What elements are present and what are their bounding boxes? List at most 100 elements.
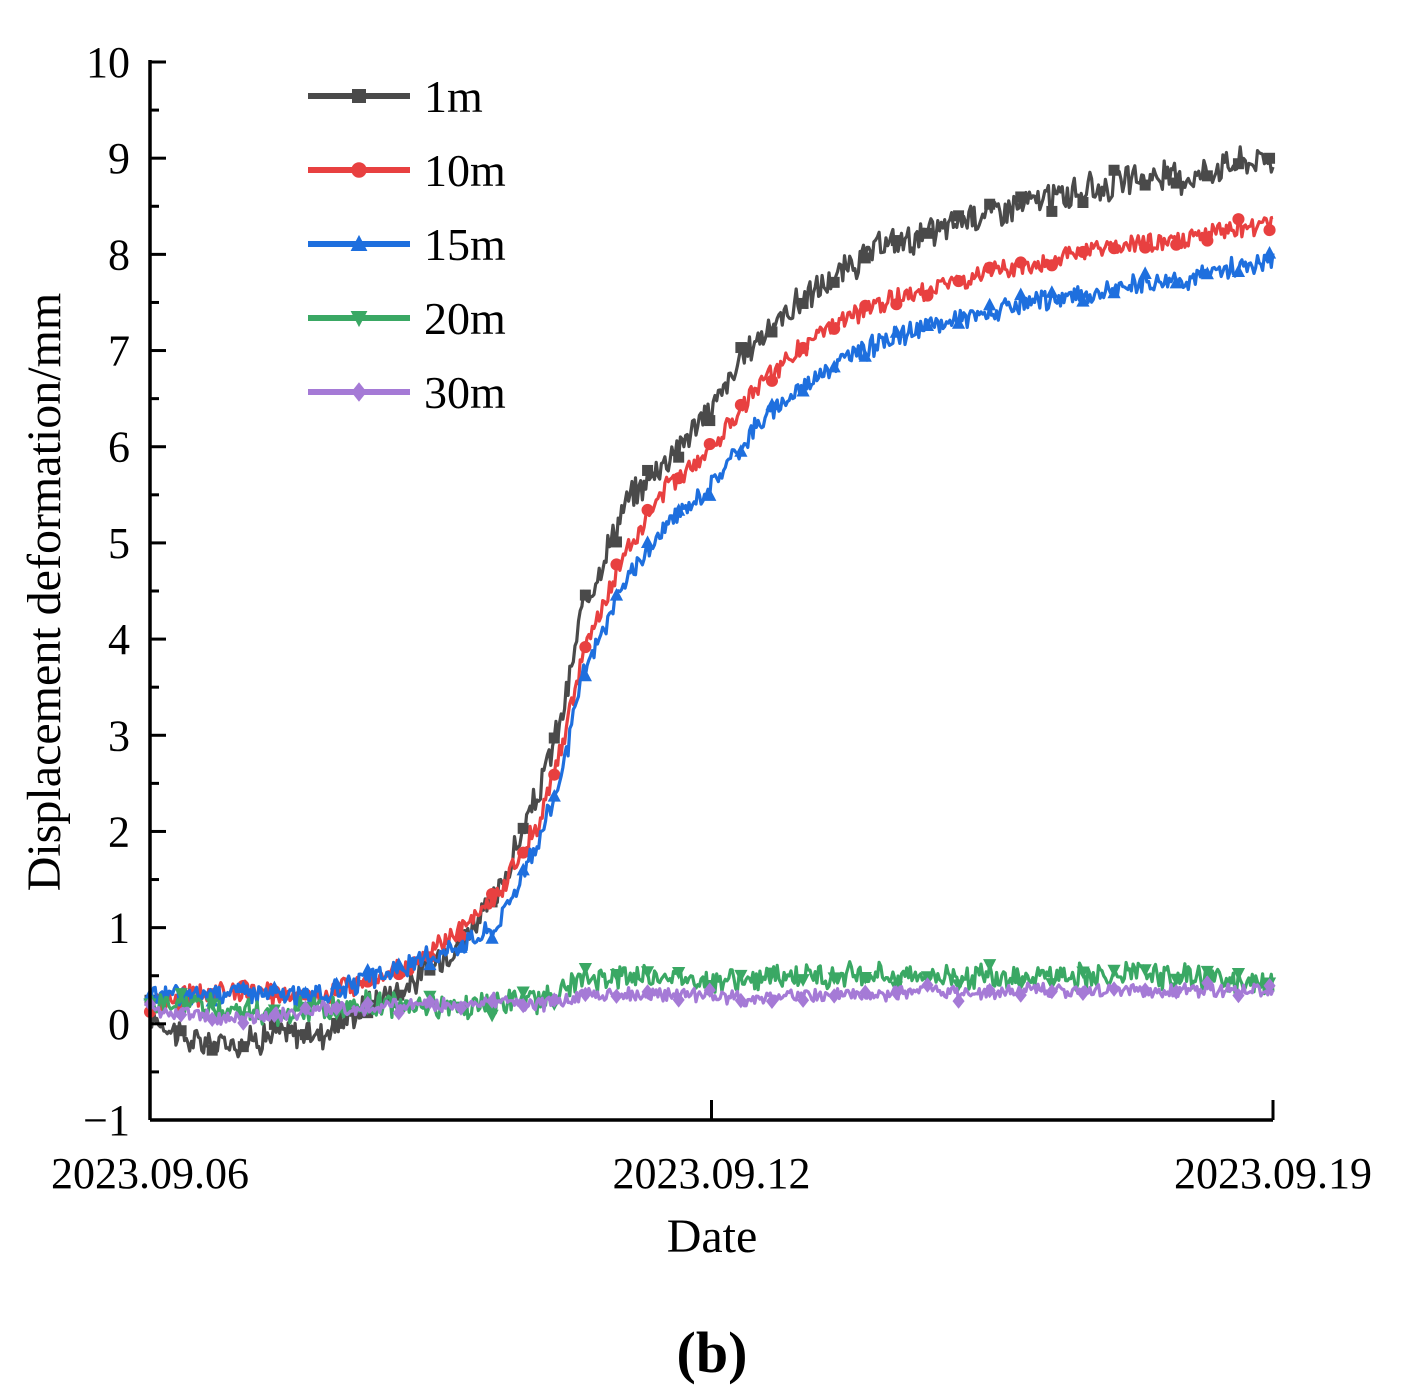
series-marker-1m [797,297,809,309]
series-marker-30m [517,997,530,1014]
series-marker-30m [361,995,374,1012]
series-marker-1m [237,1041,249,1053]
series-marker-1m [1077,196,1089,208]
series-marker-15m [361,963,375,976]
series-marker-20m [1169,973,1183,987]
x-tick-label: 2023.09.12 [613,1149,811,1198]
series-marker-15m [1200,266,1214,280]
series-marker-10m [579,641,592,654]
series-marker-20m [1107,964,1121,978]
series-marker-1m [828,276,840,288]
series-marker-1m [1170,177,1182,189]
legend-label-15m: 15m [424,219,506,270]
series-marker-10m [1201,234,1214,247]
series-marker-1m [1015,191,1027,203]
series-marker-30m [765,993,779,1010]
legend-marker-1m [352,89,366,103]
series-marker-10m [890,298,903,311]
series-marker-15m [827,359,841,373]
series-marker-1m [299,1029,311,1041]
series-marker-15m [920,318,935,331]
series-marker-10m [454,930,468,943]
series-marker-30m [268,1007,281,1023]
series-marker-15m [423,957,437,971]
series-marker-1m [859,252,871,264]
series-marker-15m [983,297,997,311]
series-marker-30m [703,982,716,998]
series-line-10m [148,215,1274,1013]
series-marker-30m [486,993,499,1009]
series-marker-15m [1231,264,1246,277]
series-marker-10m [486,887,499,901]
series-marker-1m [1108,164,1120,176]
series-marker-1m [579,589,591,601]
series-marker-20m [1014,978,1028,992]
series-marker-30m [734,992,747,1009]
series-marker-10m [1139,241,1152,254]
series-marker-20m [1138,964,1152,977]
legend-item-10m: 10m [308,145,506,196]
series-marker-10m [1045,259,1058,272]
series-marker-30m [1139,982,1152,998]
series-marker-15m [578,668,592,682]
series-marker-30m [1170,984,1183,1000]
series-marker-15m [734,444,748,457]
series-marker-15m [1045,285,1059,298]
axes: −1 0 1 2 3 4 5 6 7 8 9 10 2023.09.06 2023.09.12 2023.0… [51,38,1372,1198]
series-marker-20m [734,969,748,983]
series-marker-1m [735,342,747,354]
series-marker-15m [889,325,903,338]
series-marker-30m [797,992,810,1008]
series-marker-30m [392,1005,405,1021]
series-marker-1m [890,235,902,247]
legend-label-30m: 30m [424,367,506,418]
series-marker-15m [703,488,717,501]
series-marker-1m [1139,179,1151,191]
series-marker-1m [1232,158,1244,170]
series-marker-10m [983,261,996,274]
series-marker-10m [703,438,716,451]
y-tick-label: 4 [108,615,130,664]
series-marker-10m [765,374,779,387]
series-marker-1m [1046,205,1058,217]
series-marker-10m [548,768,561,781]
y-tick-label: 7 [108,327,130,376]
series-marker-30m [1076,985,1090,1002]
series-marker-15m [1014,287,1028,301]
series-line-1m [148,145,1275,1059]
y-tick-label: 1 [108,904,130,953]
series-marker-20m [1076,966,1090,980]
series-marker-15m [1107,285,1121,299]
series-marker-20m [765,967,779,981]
series-marker-10m [734,398,747,412]
legend-marker-20m [350,311,368,328]
series-marker-1m [206,1044,218,1056]
series-marker-20m [672,967,686,980]
series-layer [143,145,1277,1059]
series-marker-15m [609,587,624,601]
legend-marker-30m [351,382,367,402]
series-marker-15m [267,980,281,994]
series-marker-30m [890,985,903,1001]
series-marker-10m [921,289,934,302]
series-marker-1m [1264,152,1276,164]
panel-label: (b) [677,1320,748,1385]
series-marker-1m [393,989,405,1001]
series-marker-10m [859,299,872,312]
series-marker-20m [1200,965,1214,979]
series-marker-1m [175,1025,187,1037]
series-marker-15m [858,349,872,362]
series-marker-10m [1076,245,1090,259]
y-tick-label: −1 [83,1096,130,1145]
series-marker-30m [672,992,685,1008]
series-marker-1m [984,198,996,210]
legend-label-1m: 1m [424,71,483,122]
series-marker-20m [174,988,188,1001]
series-15m [143,245,1277,1008]
series-marker-1m [642,464,654,476]
series-marker-10m [1170,238,1183,251]
series-marker-20m [578,962,592,976]
y-tick-label: 9 [108,134,130,183]
series-marker-15m [485,931,499,944]
